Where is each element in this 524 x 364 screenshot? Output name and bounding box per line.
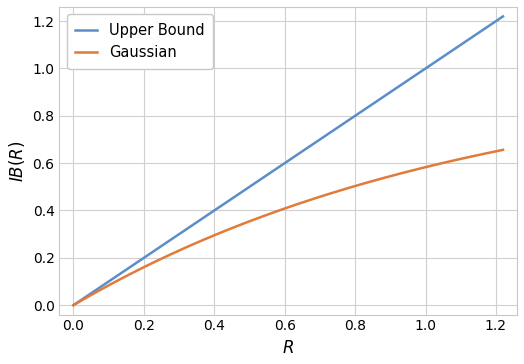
Gaussian [274,209,280,213]
Legend: Upper Bound, Gaussian: Upper Bound, Gaussian [67,14,213,69]
Line: Upper Bound: Upper Bound [73,16,503,305]
X-axis label: R: R [282,339,294,357]
Upper Bound [70,303,77,307]
Gaussian [422,165,429,169]
Line: Gaussian: Gaussian [73,150,503,305]
Upper Bound [422,66,429,71]
Gaussian [500,148,506,152]
Upper Bound [277,164,283,169]
Upper Bound [303,147,309,151]
Upper Bound [489,21,496,25]
Upper Bound [274,166,280,170]
Gaussian [303,199,309,203]
Upper Bound [500,14,506,19]
Gaussian [489,150,496,154]
Upper Bound [326,131,332,135]
Gaussian [70,303,77,307]
Gaussian [326,192,332,196]
Y-axis label: $\mathit{IB}(R)$: $\mathit{IB}(R)$ [7,140,27,182]
Gaussian [277,208,283,212]
